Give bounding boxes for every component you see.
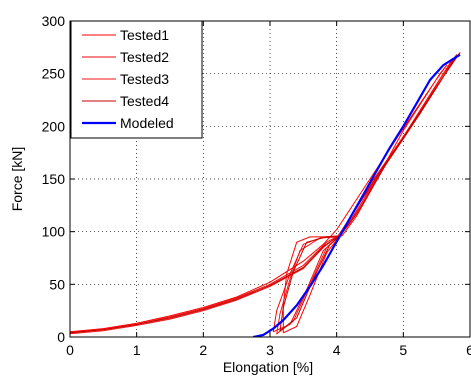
x-tick-label: 2 (199, 342, 207, 358)
x-tick-label: 0 (66, 342, 74, 358)
x-axis-label: Elongation [%] (223, 359, 313, 375)
x-tick-label: 6 (466, 342, 471, 358)
legend-label-modeled: Modeled (120, 115, 174, 131)
y-tick-label: 100 (42, 224, 66, 240)
legend-label-tested3: Tested3 (120, 71, 169, 87)
legend: Tested1 Tested2 Tested3 Tested4 Modeled (70, 20, 203, 139)
x-tick-label: 3 (266, 342, 274, 358)
x-tick-label: 4 (333, 342, 341, 358)
series-group (70, 52, 461, 337)
y-tick-label: 200 (42, 118, 66, 134)
x-tick-label: 5 (399, 342, 407, 358)
legend-label-tested1: Tested1 (120, 27, 169, 43)
y-tick-labels: 0 50 100 150 200 250 300 (42, 13, 66, 345)
x-tick-label: 1 (133, 342, 141, 358)
y-tick-label: 50 (49, 276, 65, 292)
y-tick-label: 300 (42, 13, 66, 29)
y-tick-label: 250 (42, 66, 66, 82)
legend-label-tested2: Tested2 (120, 49, 169, 65)
y-tick-label: 150 (42, 171, 66, 187)
y-tick-label: 0 (57, 329, 65, 345)
series-line-modeled (253, 53, 461, 337)
x-tick-labels: 0 1 2 3 4 5 6 (66, 342, 471, 358)
legend-label-tested4: Tested4 (120, 93, 169, 109)
y-axis-label: Force [kN] (9, 147, 25, 212)
series-line-tested1 (70, 64, 448, 334)
